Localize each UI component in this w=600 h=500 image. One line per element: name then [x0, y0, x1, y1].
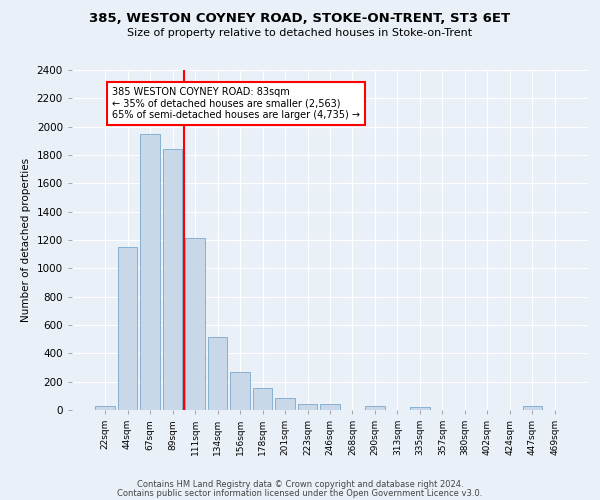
Text: Size of property relative to detached houses in Stoke-on-Trent: Size of property relative to detached ho… — [127, 28, 473, 38]
Bar — [140, 134, 160, 410]
Bar — [253, 388, 272, 410]
Bar — [523, 406, 542, 410]
Text: 385, WESTON COYNEY ROAD, STOKE-ON-TRENT, ST3 6ET: 385, WESTON COYNEY ROAD, STOKE-ON-TRENT,… — [89, 12, 511, 26]
Text: Contains public sector information licensed under the Open Government Licence v3: Contains public sector information licen… — [118, 488, 482, 498]
Bar — [163, 150, 182, 410]
Bar — [365, 406, 385, 410]
Bar — [320, 404, 340, 410]
Bar — [185, 238, 205, 410]
Text: 385 WESTON COYNEY ROAD: 83sqm
← 35% of detached houses are smaller (2,563)
65% o: 385 WESTON COYNEY ROAD: 83sqm ← 35% of d… — [112, 87, 360, 120]
Bar — [275, 398, 295, 410]
Y-axis label: Number of detached properties: Number of detached properties — [21, 158, 31, 322]
Text: Contains HM Land Registry data © Crown copyright and database right 2024.: Contains HM Land Registry data © Crown c… — [137, 480, 463, 489]
Bar — [95, 406, 115, 410]
Bar — [208, 337, 227, 410]
Bar — [230, 372, 250, 410]
Bar — [118, 247, 137, 410]
Bar — [298, 404, 317, 410]
Bar — [410, 407, 430, 410]
